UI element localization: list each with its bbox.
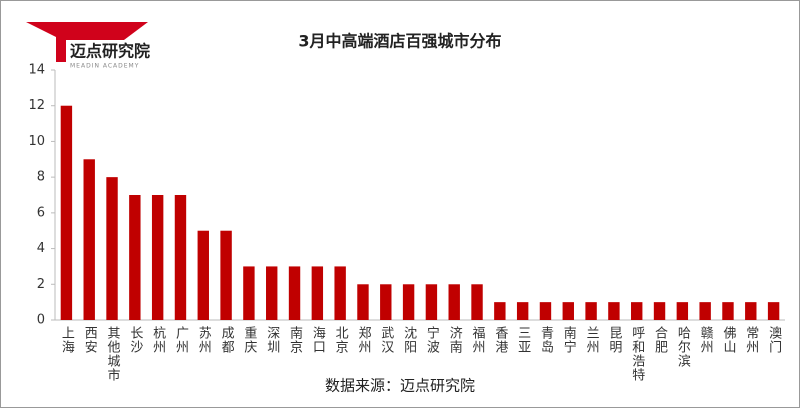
bar bbox=[676, 302, 689, 320]
x-tick-label: 宁波 bbox=[424, 325, 440, 354]
x-tick-label: 海口 bbox=[310, 326, 326, 354]
bar bbox=[129, 195, 141, 320]
bar bbox=[448, 284, 460, 320]
x-tick-label: 成都 bbox=[219, 326, 235, 354]
bar bbox=[608, 302, 620, 320]
bar bbox=[653, 302, 666, 320]
x-tick-label: 沈阳 bbox=[401, 326, 417, 354]
bar bbox=[380, 284, 392, 320]
bar bbox=[243, 266, 255, 320]
bar bbox=[471, 284, 483, 320]
logo-subtitle: MEADIN ACADEMY bbox=[70, 63, 139, 70]
bar bbox=[266, 266, 278, 320]
x-tick-label: 长沙 bbox=[127, 326, 143, 354]
x-tick-label: 青岛 bbox=[538, 326, 554, 354]
x-tick-label: 呼和浩特 bbox=[629, 326, 645, 382]
bar bbox=[83, 159, 95, 320]
x-tick-label: 哈尔滨 bbox=[675, 326, 691, 368]
y-tick-label: 10 bbox=[28, 134, 45, 149]
source: 数据来源：迈点研究院 bbox=[325, 377, 475, 395]
bar bbox=[699, 302, 711, 320]
bar bbox=[311, 266, 324, 320]
y-tick-label: 0 bbox=[37, 313, 45, 328]
x-tick-label: 南京 bbox=[287, 325, 303, 354]
x-tick-label: 兰州 bbox=[584, 326, 600, 354]
y-tick-label: 2 bbox=[37, 277, 45, 292]
x-tick-label: 合肥 bbox=[652, 326, 668, 354]
bar bbox=[402, 284, 415, 320]
bar bbox=[585, 302, 597, 320]
x-tick-label: 香港 bbox=[492, 326, 508, 354]
x-tick-label: 济南 bbox=[447, 326, 463, 354]
x-tick-label: 南宁 bbox=[561, 325, 577, 354]
x-tick-label: 武汉 bbox=[378, 326, 394, 354]
bar bbox=[425, 284, 438, 320]
bar bbox=[197, 230, 209, 320]
bar bbox=[334, 266, 346, 320]
x-tick-label: 重庆 bbox=[241, 325, 257, 354]
y-tick-label: 14 bbox=[28, 63, 45, 78]
bar bbox=[539, 302, 552, 320]
y-tick-label: 12 bbox=[28, 98, 45, 113]
x-tick-label: 上海 bbox=[59, 326, 75, 354]
x-tick-label: 广州 bbox=[173, 326, 189, 354]
x-tick-label: 赣州 bbox=[698, 326, 714, 354]
bar bbox=[631, 302, 643, 320]
bar bbox=[745, 302, 757, 320]
y-tick-label: 6 bbox=[37, 205, 45, 220]
x-tick-label: 佛山 bbox=[720, 326, 736, 354]
x-tick-label: 苏州 bbox=[196, 325, 212, 354]
bar bbox=[357, 284, 369, 320]
x-tick-label: 澳门 bbox=[766, 325, 782, 354]
x-tick-label: 三亚 bbox=[515, 326, 531, 354]
x-tick-label: 福州 bbox=[470, 326, 486, 354]
bar bbox=[516, 302, 529, 320]
logo-text: 迈点研究院 bbox=[70, 42, 150, 61]
x-tick-label: 北京 bbox=[333, 326, 349, 354]
bar bbox=[174, 195, 187, 320]
bar bbox=[767, 302, 780, 320]
bar bbox=[106, 177, 118, 320]
bar bbox=[494, 302, 506, 320]
x-tick-label: 深圳 bbox=[264, 326, 280, 354]
bar bbox=[220, 230, 232, 320]
x-tick-label: 西安 bbox=[82, 326, 98, 354]
bar bbox=[60, 105, 73, 320]
bar bbox=[562, 302, 574, 320]
x-tick-label: 郑州 bbox=[355, 326, 371, 354]
chart-title: 3月中高端酒店百强城市分布 bbox=[298, 32, 501, 51]
logo-tower bbox=[56, 26, 66, 62]
y-tick-label: 4 bbox=[37, 241, 45, 256]
x-tick-label: 其他城市 bbox=[105, 326, 121, 382]
logo: 迈点研究院 MEADIN ACADEMY bbox=[26, 22, 150, 70]
y-tick-label: 8 bbox=[37, 170, 45, 185]
x-tick-label: 昆明 bbox=[606, 326, 621, 354]
bar bbox=[288, 266, 301, 320]
x-tick-label: 杭州 bbox=[150, 326, 166, 354]
bar bbox=[151, 195, 164, 320]
bar bbox=[722, 302, 734, 320]
x-tick-label: 常州 bbox=[743, 326, 759, 354]
